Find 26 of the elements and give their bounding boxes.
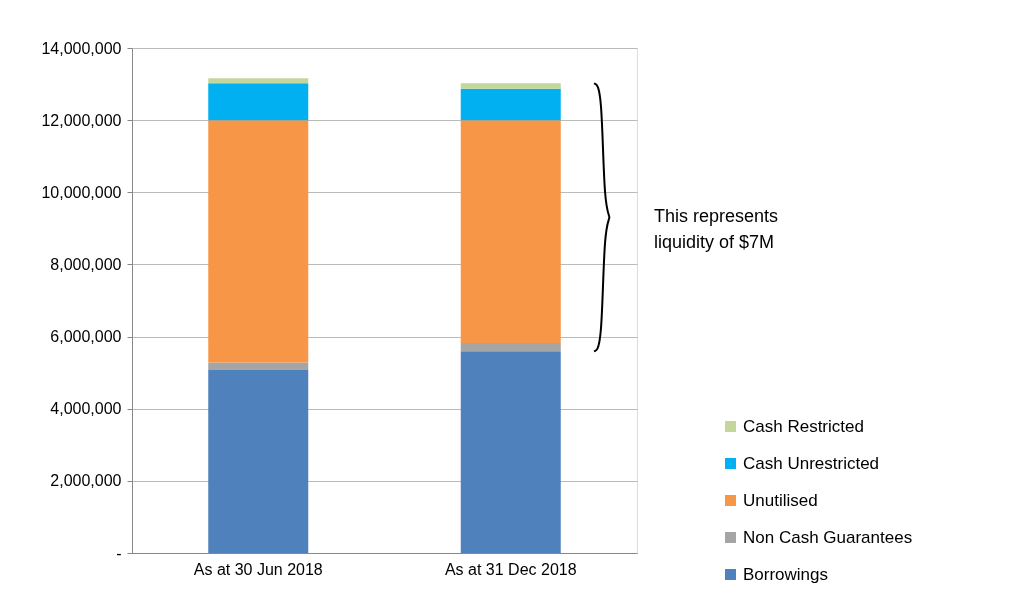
bar	[460, 83, 561, 89]
bar	[460, 343, 561, 352]
bar	[208, 370, 309, 553]
bar	[460, 88, 561, 121]
bar	[208, 362, 309, 371]
y-tick-label: 12,000,000	[41, 111, 122, 129]
bar	[460, 120, 561, 344]
bar	[208, 120, 309, 363]
y-tick-label: -	[116, 544, 122, 562]
legend-label: Borrowings	[743, 564, 829, 584]
y-tick-label: 2,000,000	[50, 472, 122, 490]
y-tick-label: 10,000,000	[41, 183, 122, 201]
legend-label: Unutilised	[743, 490, 818, 510]
legend-label: Cash Unrestricted	[743, 453, 880, 473]
bar	[208, 83, 309, 121]
x-tick-label: As at 31 Dec 2018	[444, 560, 577, 578]
bar	[208, 78, 309, 84]
legend-label: Cash Restricted	[743, 416, 864, 436]
x-tick-label: As at 30 Jun 2018	[193, 560, 323, 578]
y-tick-label: 6,000,000	[50, 328, 122, 346]
text: This represents liquidity of $7M	[654, 206, 779, 253]
legend-label: Non Cash Guarantees	[743, 527, 913, 547]
y-tick-label: 14,000,000	[41, 39, 122, 57]
bar	[460, 351, 561, 553]
y-tick-label: 8,000,000	[50, 255, 122, 273]
y-tick-label: 4,000,000	[50, 400, 122, 418]
